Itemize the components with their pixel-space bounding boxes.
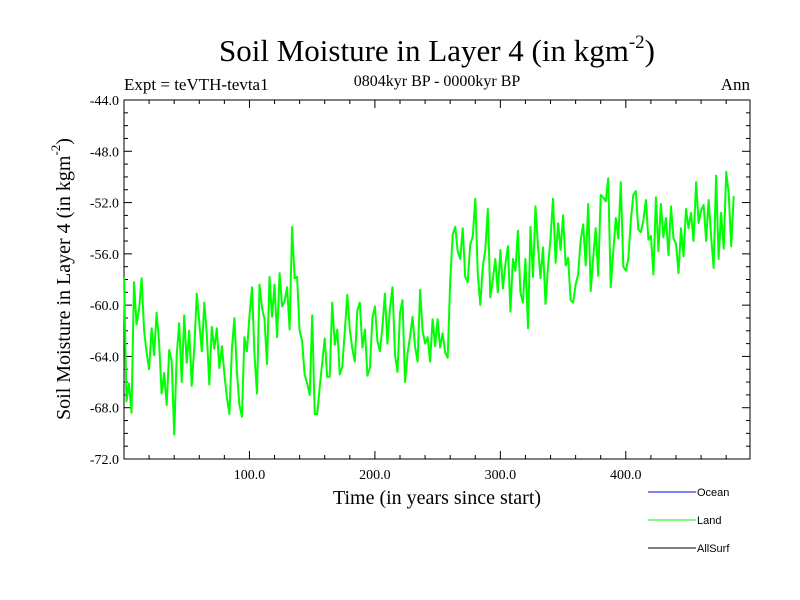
x-tick-label: 400.0 [610,468,642,483]
x-tick-label: 100.0 [234,468,266,483]
chart-title: Soil Moisture in Layer 4 (in kgm-2) [219,32,655,68]
series-line-land [123,170,735,436]
y-axis-label-superscript: -2 [48,145,63,156]
y-tick-label: -56.0 [90,248,119,263]
chart-subtitle: 0804kyr BP - 0000kyr BP [354,73,521,90]
y-tick-label: -68.0 [90,402,119,417]
y-tick-label: -60.0 [90,299,119,314]
experiment-label: Expt = teVTH-tevta1 [124,75,269,94]
x-axis: 100.0 200.0 300.0 400.0 [148,100,727,483]
x-axis-label: Time (in years since start) [333,487,541,509]
y-tick-label: -72.0 [90,453,119,468]
legend-label-ocean: Ocean [697,487,729,499]
chart-title-text: Soil Moisture in Layer 4 (in kgm [219,33,629,68]
y-axis-label: Soil Moisture in Layer 4 (in kgm-2) [48,138,75,420]
plot-frame [123,99,751,460]
y-tick-label: -64.0 [90,350,119,365]
season-label: Ann [721,75,751,94]
legend-label-land: Land [697,515,721,527]
y-tick-label: -44.0 [90,94,119,109]
y-tick-label: -48.0 [90,145,119,160]
y-axis-label-close: ) [53,138,75,145]
y-axis-label-text: Soil Moisture in Layer 4 (in kgm [53,155,75,420]
y-axis: -72.0 -68.0 -64.0 -60.0 -56.0 -52.0 -48.0 -44.0 [90,94,750,468]
y-tick-label: -52.0 [90,197,119,212]
chart-title-close: ) [645,33,655,68]
legend: Ocean Land AllSurf [648,487,730,555]
legend-label-allsurf: AllSurf [697,543,730,555]
chart-title-superscript: -2 [629,32,645,53]
x-tick-label: 200.0 [359,468,391,483]
plot-area: 100.0 200.0 300.0 400.0 -72.0 -68.0 -64.0 -60.… [90,94,751,483]
x-tick-label: 300.0 [485,468,517,483]
series-layer [123,170,735,436]
